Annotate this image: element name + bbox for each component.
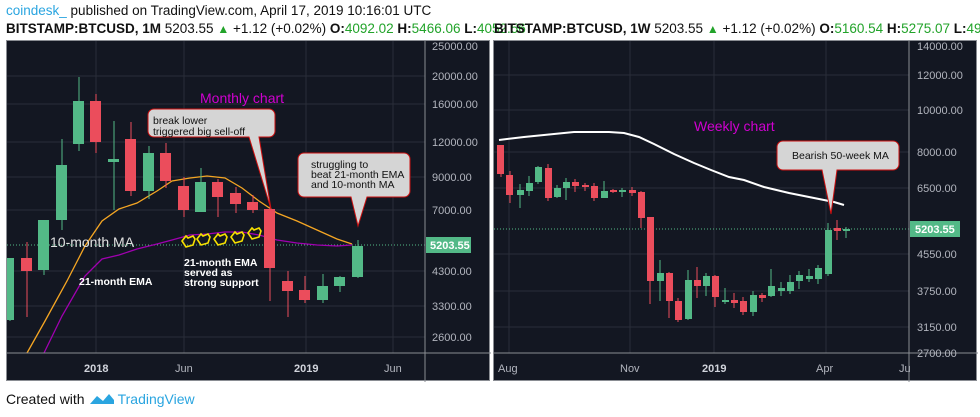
svg-text:14000.00: 14000.00	[917, 41, 963, 53]
publish-info: published on TradingView.com, April 17, …	[66, 3, 432, 18]
ema21-label: 21-month EMA	[79, 276, 153, 288]
right-change: +1.12 (+0.02%)	[722, 21, 816, 36]
publish-header: coindesk_ published on TradingView.com, …	[6, 3, 431, 18]
left-high-label: H:	[397, 21, 412, 36]
callout-bearish-ma: Bearish 50-week MA	[776, 140, 900, 215]
left-high-value: 5466.06	[411, 21, 461, 36]
time-axis[interactable]: Aug Nov 2019 Apr Ju	[498, 363, 911, 375]
svg-text:Jun: Jun	[175, 363, 193, 375]
svg-text:20000.00: 20000.00	[432, 71, 478, 83]
monthly-candles	[7, 77, 363, 321]
up-arrow-icon: ▲	[217, 22, 230, 36]
svg-text:Nov: Nov	[620, 363, 640, 375]
svg-text:3750.00: 3750.00	[917, 286, 957, 298]
author-link[interactable]: coindesk_	[6, 3, 67, 18]
svg-text:triggered big sell-off: triggered big sell-off	[153, 126, 245, 138]
weekly-chart: Weekly chart Bearish 50-week MA 14000.00…	[494, 41, 978, 382]
right-high-value: 5275.07	[901, 21, 950, 36]
support-note-line1: 21-month EMA	[184, 257, 258, 269]
right-high-label: H:	[886, 21, 902, 36]
right-low-value: 4948.57	[966, 21, 980, 36]
right-open-value: 5160.54	[834, 21, 884, 36]
left-low-label: L:	[464, 21, 477, 36]
svg-text:break lower: break lower	[153, 115, 208, 127]
tradingview-logo-icon	[89, 394, 114, 404]
weekly-chart-panel[interactable]: Weekly chart Bearish 50-week MA 14000.00…	[493, 40, 978, 382]
svg-text:beat 21-month EMA: beat 21-month EMA	[311, 169, 404, 181]
left-change: +1.12 (+0.02%)	[233, 21, 327, 36]
svg-text:6500.00: 6500.00	[917, 183, 957, 195]
svg-text:2018: 2018	[84, 363, 108, 375]
left-open-value: 4092.02	[344, 21, 394, 36]
svg-text:Apr: Apr	[816, 363, 833, 375]
support-note-line2: served as	[184, 267, 233, 279]
left-price: 5203.55	[164, 21, 214, 36]
price-axis[interactable]: 14000.00 12000.00 10000.00 8000.00 6500.…	[917, 41, 963, 360]
tradingview-link[interactable]: TradingView	[117, 391, 195, 407]
pointing-hand-icons	[181, 226, 262, 248]
hand-icon	[230, 230, 245, 244]
left-symbol-info: BITSTAMP:BTCUSD, 1M 5203.55 ▲ +1.12 (+0.…	[6, 21, 526, 36]
svg-text:2700.00: 2700.00	[917, 348, 957, 360]
footer: Created with TradingView	[6, 391, 195, 407]
svg-text:2600.00: 2600.00	[432, 332, 472, 344]
svg-text:4550.00: 4550.00	[917, 249, 957, 261]
weekly-candles	[497, 145, 850, 322]
ma50w-line	[498, 131, 845, 206]
svg-text:Bearish 50-week MA: Bearish 50-week MA	[792, 150, 889, 162]
callout-struggling: struggling to beat 21-month EMA and 10-m…	[297, 152, 411, 228]
svg-text:9000.00: 9000.00	[432, 172, 472, 184]
right-price: 5203.55	[654, 21, 704, 36]
callout-break-lower: break lower triggered big sell-off	[147, 108, 276, 210]
time-axis[interactable]: 2018 Jun 2019 Jun	[84, 363, 402, 375]
price-tag-value: 5203.55	[915, 224, 955, 236]
price-tag	[426, 237, 471, 253]
hand-icon	[213, 232, 228, 246]
svg-text:3300.00: 3300.00	[432, 301, 472, 313]
svg-text:2019: 2019	[702, 363, 726, 375]
svg-text:and 10-month MA: and 10-month MA	[311, 179, 394, 191]
monthly-chart: Monthly chart 10-month MA 21-month EMA 2…	[7, 41, 491, 382]
price-axis[interactable]: 25000.00 20000.00 16000.00 12000.00 9000…	[432, 41, 478, 344]
monthly-chart-panel[interactable]: Monthly chart 10-month MA 21-month EMA 2…	[6, 40, 491, 382]
price-tag-value: 5203.55	[430, 240, 470, 252]
svg-text:12000.00: 12000.00	[432, 137, 478, 149]
svg-text:16000.00: 16000.00	[432, 99, 478, 111]
ma10-label: 10-month MA	[50, 234, 135, 250]
right-low-label: L:	[953, 21, 967, 36]
svg-text:12000.00: 12000.00	[917, 70, 963, 82]
svg-text:25000.00: 25000.00	[432, 41, 478, 53]
hand-icon	[181, 234, 196, 248]
price-tag	[910, 221, 960, 237]
support-note-line3: strong support	[184, 277, 259, 289]
right-symbol-info: BITSTAMP:BTCUSD, 1W 5203.55 ▲ +1.12 (+0.…	[494, 21, 980, 36]
svg-text:Ju: Ju	[899, 363, 911, 375]
left-open-label: O:	[329, 21, 345, 36]
right-open-label: O:	[819, 21, 835, 36]
svg-text:struggling to: struggling to	[311, 159, 368, 171]
weekly-chart-label: Weekly chart	[694, 118, 775, 134]
hand-icon	[247, 226, 262, 240]
right-ticker: BITSTAMP:BTCUSD, 1W	[494, 21, 651, 36]
ema21-line	[43, 231, 353, 354]
monthly-chart-label: Monthly chart	[200, 90, 284, 106]
left-low-value: 4052.56	[477, 21, 526, 36]
ma10-line	[26, 175, 353, 354]
svg-text:2019: 2019	[294, 363, 318, 375]
svg-text:Jun: Jun	[384, 363, 402, 375]
svg-text:Aug: Aug	[498, 363, 518, 375]
created-with-text: Created with	[6, 391, 85, 407]
svg-text:10000.00: 10000.00	[917, 105, 963, 117]
svg-text:7000.00: 7000.00	[432, 205, 472, 217]
svg-text:3150.00: 3150.00	[917, 322, 957, 334]
svg-text:8000.00: 8000.00	[917, 147, 957, 159]
hand-icon	[196, 232, 211, 246]
svg-text:4300.00: 4300.00	[432, 266, 472, 278]
up-arrow-icon: ▲	[706, 22, 719, 36]
left-ticker: BITSTAMP:BTCUSD, 1M	[6, 21, 161, 36]
